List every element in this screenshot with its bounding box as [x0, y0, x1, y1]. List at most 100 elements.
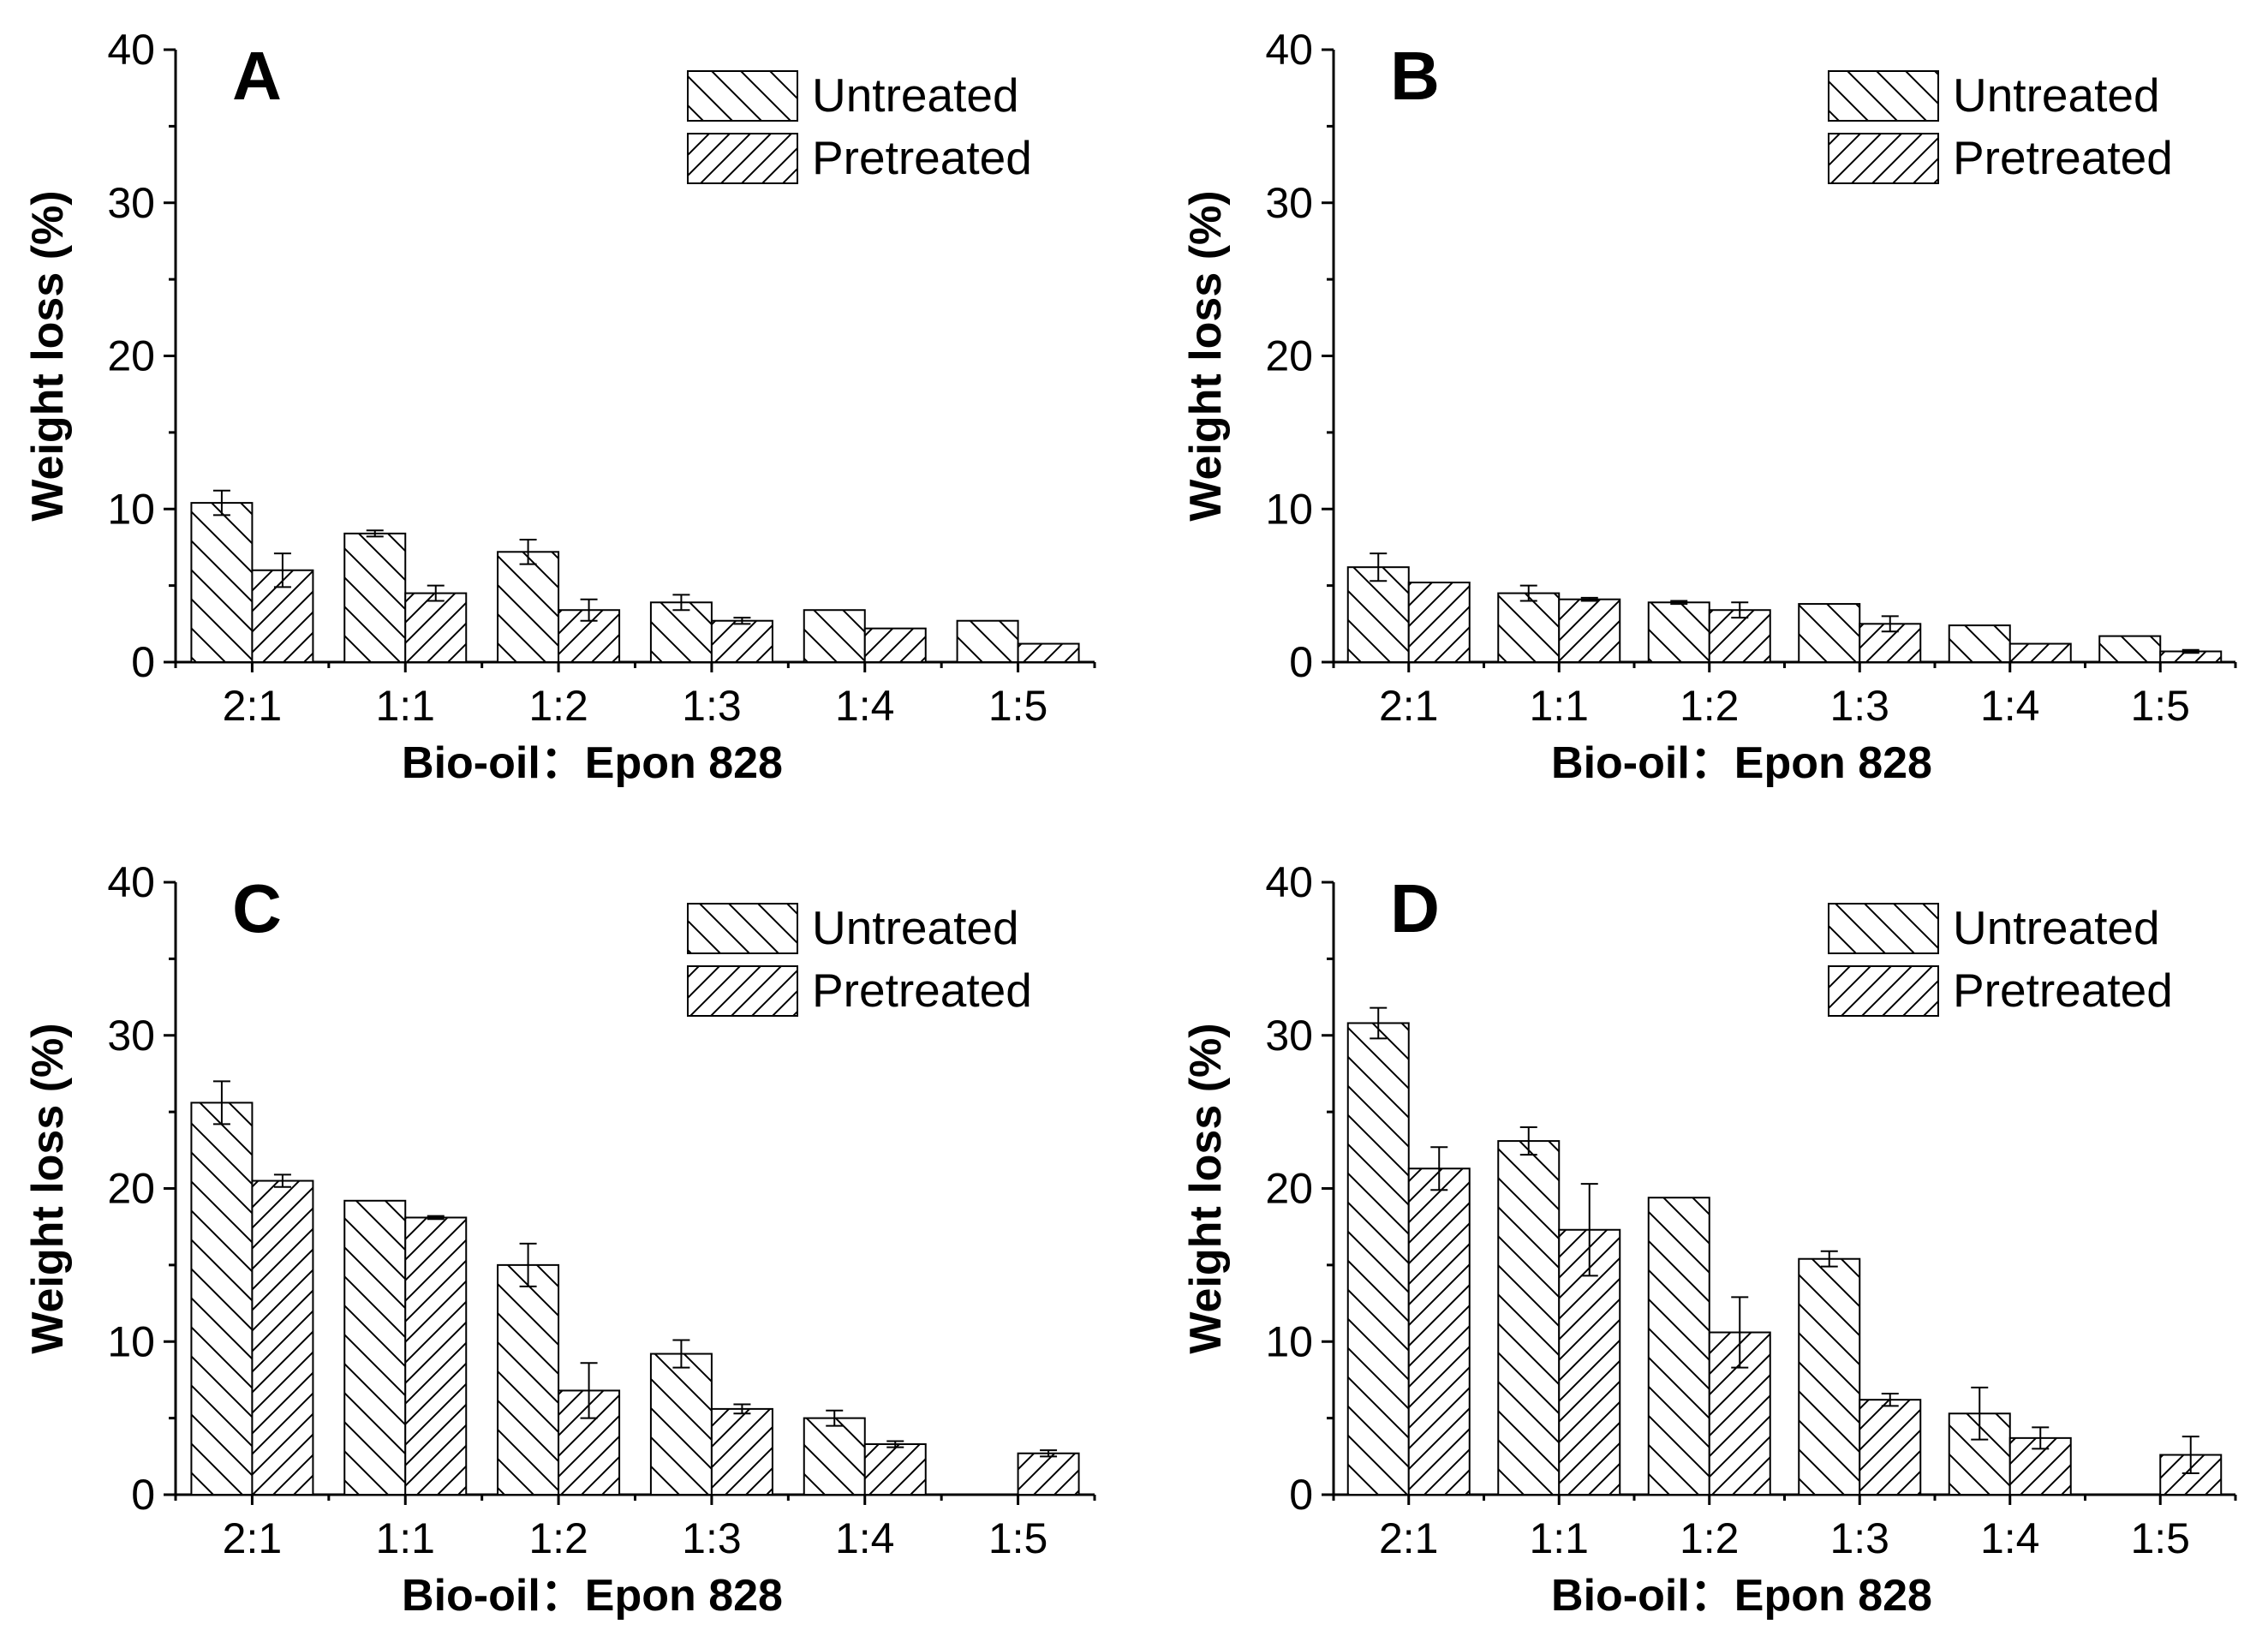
bar-pretreated — [863, 1443, 927, 1496]
legend-swatch-untreated — [687, 70, 798, 122]
legend-label: Untreated — [1953, 69, 2160, 122]
bar-untreated — [190, 502, 254, 663]
bar-untreated — [956, 619, 1019, 663]
y-axis-title: Weight loss (%) — [23, 1023, 73, 1353]
bar-pretreated — [251, 1179, 314, 1496]
x-tick-label: 1:4 — [1980, 1514, 2040, 1562]
x-tick-label: 2:1 — [223, 682, 283, 730]
y-tick-label: 20 — [1265, 332, 1313, 380]
y-axis-title: Weight loss (%) — [1181, 1023, 1231, 1353]
bar-pretreated — [2008, 642, 2072, 663]
y-axis-title: Weight loss (%) — [1181, 190, 1231, 521]
legend-label: Untreated — [1953, 901, 2160, 954]
y-tick-label: 40 — [107, 26, 155, 74]
y-tick-label: 30 — [107, 1012, 155, 1060]
bar-untreated — [1798, 1257, 1861, 1496]
panel-label: A — [232, 38, 282, 114]
x-tick-label: 1:2 — [1680, 682, 1740, 730]
bar-pretreated — [710, 619, 773, 663]
bar-untreated — [649, 601, 713, 663]
x-tick-label: 1:1 — [1529, 682, 1589, 730]
bar-untreated — [1346, 1022, 1410, 1496]
chart-panel-d: 0 10 20 30 40 Weight loss (%) 2:1 1:1 1:2 1:3 1:4 1… — [1181, 858, 2237, 1621]
chart-panel-c: 0 10 20 30 40 Weight loss (%) 2:1 1:1 1:2 1:3 1:4 1… — [23, 858, 1096, 1621]
legend-label: Pretreated — [812, 964, 1032, 1017]
y-axis-title: Weight loss (%) — [23, 190, 73, 521]
legend-label: Untreated — [812, 69, 1019, 122]
y-tick-label: 30 — [107, 179, 155, 227]
x-tick-label: 1:1 — [1529, 1514, 1589, 1562]
x-tick-label: 1:1 — [375, 1514, 435, 1562]
bar-untreated — [497, 1263, 560, 1496]
y-tick-label: 0 — [1289, 1471, 1313, 1519]
y-tick-label: 0 — [1289, 638, 1313, 686]
panel-label: C — [232, 870, 282, 946]
x-tick-label: 1:2 — [528, 1514, 588, 1562]
bar-pretreated — [1558, 598, 1621, 664]
legend-swatch-untreated — [687, 903, 798, 954]
y-tick-label: 30 — [1265, 1012, 1313, 1060]
x-tick-label: 1:3 — [1829, 1514, 1889, 1562]
panel-label: D — [1390, 870, 1440, 946]
bar-untreated — [1346, 566, 1410, 663]
bar-pretreated — [1017, 1452, 1080, 1496]
x-tick-label: 1:4 — [1980, 682, 2040, 730]
legend-swatch-pretreated — [687, 965, 798, 1017]
y-tick-label: 10 — [107, 485, 155, 533]
y-tick-label: 10 — [107, 1317, 155, 1365]
legend-swatch-untreated — [1828, 70, 1939, 122]
bar-untreated — [1497, 592, 1561, 663]
bar-pretreated — [1407, 1167, 1471, 1496]
bar-untreated — [1647, 1197, 1710, 1496]
bar-untreated — [1798, 603, 1861, 664]
bar-untreated — [343, 532, 407, 663]
y-tick-label: 20 — [107, 1165, 155, 1213]
y-tick-label: 0 — [131, 1471, 155, 1519]
x-tick-label: 2:1 — [223, 1514, 283, 1562]
y-tick-label: 40 — [1265, 26, 1313, 74]
x-tick-label: 1:4 — [835, 682, 895, 730]
bar-pretreated — [710, 1407, 773, 1496]
bar-untreated — [803, 609, 866, 663]
y-tick-label: 20 — [107, 332, 155, 380]
x-axis-title: Bio-oil：Epon 828 — [1551, 1571, 1932, 1621]
legend-label: Untreated — [812, 901, 1019, 954]
x-tick-label: 2:1 — [1379, 682, 1439, 730]
x-tick-label: 1:5 — [988, 1514, 1048, 1562]
x-tick-label: 1:3 — [682, 682, 742, 730]
legend-label: Pretreated — [1953, 131, 2173, 184]
legend-label: Pretreated — [812, 131, 1032, 184]
y-tick-label: 20 — [1265, 1165, 1313, 1213]
bar-untreated — [497, 551, 560, 663]
legend-swatch-pretreated — [1828, 133, 1939, 184]
chart-panel-a: 0 10 20 30 40 Weight loss (%) 2:1 1:1 1:2 1:3 1:4 1… — [23, 26, 1096, 788]
legend-swatch-pretreated — [687, 133, 798, 184]
y-tick-label: 30 — [1265, 179, 1313, 227]
x-tick-label: 2:1 — [1379, 1514, 1439, 1562]
bar-pretreated — [404, 1216, 468, 1496]
x-tick-label: 1:3 — [682, 1514, 742, 1562]
y-tick-label: 0 — [131, 638, 155, 686]
x-tick-label: 1:2 — [1680, 1514, 1740, 1562]
x-axis-title: Bio-oil：Epon 828 — [402, 1571, 783, 1621]
y-tick-label: 40 — [107, 858, 155, 906]
bar-pretreated — [1859, 1399, 1922, 1496]
bar-untreated — [190, 1102, 254, 1496]
bar-untreated — [1948, 624, 2011, 663]
bar-pretreated — [2008, 1436, 2072, 1496]
bar-untreated — [343, 1199, 407, 1496]
legend-swatch-untreated — [1828, 903, 1939, 954]
x-tick-label: 1:5 — [988, 682, 1048, 730]
x-tick-label: 1:1 — [375, 682, 435, 730]
legend-label: Pretreated — [1953, 964, 2173, 1017]
x-axis-title: Bio-oil：Epon 828 — [1551, 738, 1932, 788]
x-tick-label: 1:4 — [835, 1514, 895, 1562]
x-tick-label: 1:3 — [1829, 682, 1889, 730]
bar-untreated — [803, 1417, 866, 1496]
x-tick-label: 1:5 — [2130, 1514, 2190, 1562]
panel-label: B — [1390, 38, 1440, 114]
bar-pretreated — [863, 627, 927, 663]
bar-pretreated — [1017, 642, 1080, 663]
legend-swatch-pretreated — [1828, 965, 1939, 1017]
